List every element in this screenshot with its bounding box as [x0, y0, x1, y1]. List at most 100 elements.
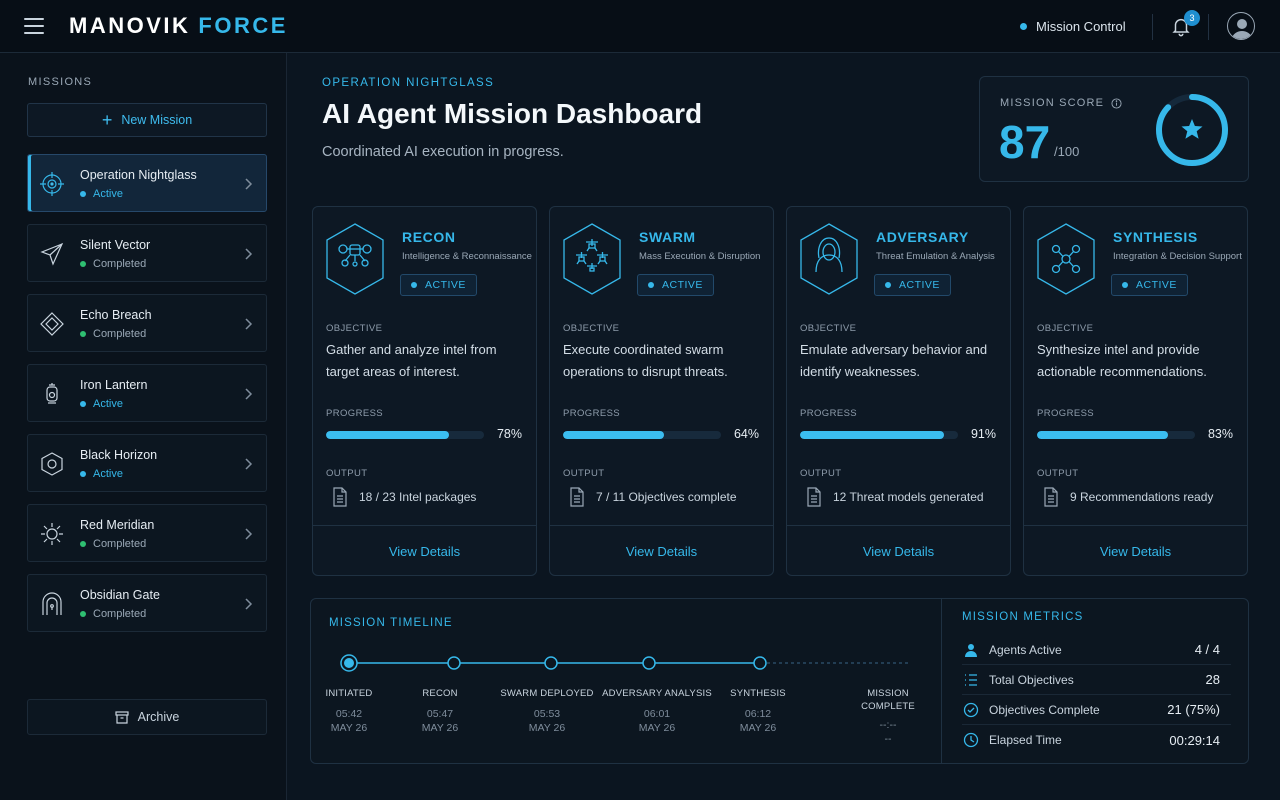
metric-label: Objectives Complete — [989, 702, 1100, 717]
progress-percent: 78% — [496, 427, 522, 441]
operation-label: OPERATION NIGHTGLASS — [322, 77, 495, 89]
check-circle-icon — [963, 702, 979, 717]
agent-card-recon: RECON Intelligence & Reconnaissance ACTIVE… — [312, 206, 537, 576]
hooded-figure-icon — [800, 223, 858, 295]
metric-row: Total Objectives 28 — [962, 665, 1231, 695]
score-ring-progress — [1156, 94, 1228, 166]
agent-description: Threat Emulation & Analysis — [876, 251, 995, 262]
page-subtitle: Coordinated AI execution in progress. — [322, 144, 564, 160]
mission-control-status[interactable]: Mission Control — [1020, 19, 1126, 34]
progress-label: PROGRESS — [326, 408, 384, 419]
metric-row: Elapsed Time 00:29:14 — [962, 725, 1231, 755]
card-divider — [787, 525, 1010, 526]
progress-fill — [800, 431, 944, 439]
mission-item[interactable]: Echo Breach Completed — [27, 294, 267, 352]
objective-text: Synthesize intel and provide actionable … — [1037, 342, 1207, 379]
brand-logo: MANOVIK FORCE — [69, 13, 288, 39]
mission-item[interactable]: Silent Vector Completed — [27, 224, 267, 282]
mission-score-card: MISSION SCORE 87 /100 — [979, 76, 1249, 182]
chevron-right-icon — [245, 458, 253, 470]
output-row: 18 / 23 Intel packages — [332, 487, 476, 507]
divider — [1152, 14, 1153, 40]
menu-icon[interactable] — [24, 18, 44, 34]
notification-badge: 3 — [1184, 10, 1200, 26]
metric-label: Agents Active — [989, 642, 1062, 657]
status-badge: ACTIVE — [1111, 274, 1188, 296]
stage-name: SWARM DEPLOYED — [500, 688, 594, 699]
view-details-link[interactable]: View Details — [1099, 543, 1172, 559]
mission-item[interactable]: Black Horizon Active — [27, 434, 267, 492]
status-dot — [648, 282, 654, 288]
stage-time: 05:47 — [426, 708, 454, 720]
status-dot — [885, 282, 891, 288]
view-details-link[interactable]: View Details — [388, 543, 461, 559]
card-divider — [1024, 525, 1247, 526]
metric-label: Total Objectives — [989, 672, 1074, 687]
mission-name: Black Horizon — [80, 448, 158, 462]
stage-date: MAY 26 — [330, 722, 368, 734]
mission-item[interactable]: Operation Nightglass Active — [27, 154, 267, 212]
top-bar: MANOVIK FORCE Mission Control 3 — [0, 0, 1280, 53]
status-dot — [80, 331, 86, 337]
mission-status: Active — [80, 468, 123, 480]
sidebar: MISSIONS + New Mission Operation Nightgl… — [0, 53, 287, 800]
objective-text: Execute coordinated swarm operations to … — [563, 342, 728, 379]
agent-name: ADVERSARY — [876, 229, 969, 245]
mission-name: Iron Lantern — [80, 378, 148, 392]
drone-swarm-icon — [563, 223, 621, 295]
output-text: 7 / 11 Objectives complete — [596, 490, 737, 504]
status-dot — [80, 471, 86, 477]
metric-value: 00:29:14 — [1169, 732, 1220, 748]
mission-score-max: /100 — [1054, 144, 1080, 159]
objective-label: OBJECTIVE — [326, 323, 383, 334]
mission-name: Silent Vector — [80, 238, 151, 252]
agent-description: Mass Execution & Disruption — [639, 251, 761, 262]
output-row: 7 / 11 Objectives complete — [569, 487, 737, 507]
mission-score-heading: MISSION SCORE — [1000, 97, 1122, 109]
progress-fill — [1037, 431, 1169, 439]
status-dot — [80, 401, 86, 407]
network-nodes-icon — [1037, 223, 1095, 295]
info-icon[interactable] — [1111, 97, 1122, 109]
view-details-link[interactable]: View Details — [625, 543, 698, 559]
mission-score-value: 87 — [999, 116, 1051, 168]
objective-text: Emulate adversary behavior and identify … — [800, 342, 988, 379]
progress-percent: 91% — [970, 427, 996, 441]
stage-date: MAY 26 — [528, 722, 566, 734]
chevron-right-icon — [245, 178, 253, 190]
view-details-link[interactable]: View Details — [862, 543, 935, 559]
diamond-icon — [40, 312, 64, 336]
status-badge: ACTIVE — [874, 274, 951, 296]
stage-date: MAY 26 — [739, 722, 777, 734]
stage-name: MISSION COMPLETE — [861, 688, 915, 712]
mission-status: Completed — [80, 258, 146, 270]
list-icon — [965, 673, 977, 686]
divider — [1208, 14, 1209, 40]
mission-score-label: MISSION SCORE — [1000, 97, 1105, 109]
card-divider — [550, 525, 773, 526]
chevron-right-icon — [245, 318, 253, 330]
user-avatar-icon — [1231, 19, 1253, 39]
mission-item[interactable]: Iron Lantern Active — [27, 364, 267, 422]
avatar[interactable] — [1227, 12, 1255, 40]
mission-item[interactable]: Red Meridian Completed — [27, 504, 267, 562]
bottom-panel: MISSION TIMELINE INITIATED 05:42 MAY 26 REC… — [310, 598, 1249, 764]
mission-status-label: Completed — [93, 608, 147, 620]
document-icon — [1044, 487, 1058, 507]
page-title: AI Agent Mission Dashboard — [322, 98, 703, 129]
output-label: OUTPUT — [326, 468, 368, 479]
mission-name: Obsidian Gate — [80, 588, 160, 602]
document-icon — [570, 487, 584, 507]
status-badge: ACTIVE — [637, 274, 714, 296]
bell-icon[interactable] — [1170, 15, 1192, 37]
stage-date: -- — [884, 733, 892, 745]
objective-label: OBJECTIVE — [563, 323, 620, 334]
archive-button[interactable]: Archive — [27, 699, 267, 735]
stage-name: INITIATED — [325, 688, 373, 699]
mission-item[interactable]: Obsidian Gate Completed — [27, 574, 267, 632]
sidebar-heading: MISSIONS — [28, 76, 93, 88]
drone-icon — [326, 223, 384, 295]
score-ring — [1156, 94, 1228, 166]
new-mission-button[interactable]: + New Mission — [27, 103, 267, 137]
progress-label: PROGRESS — [800, 408, 858, 419]
